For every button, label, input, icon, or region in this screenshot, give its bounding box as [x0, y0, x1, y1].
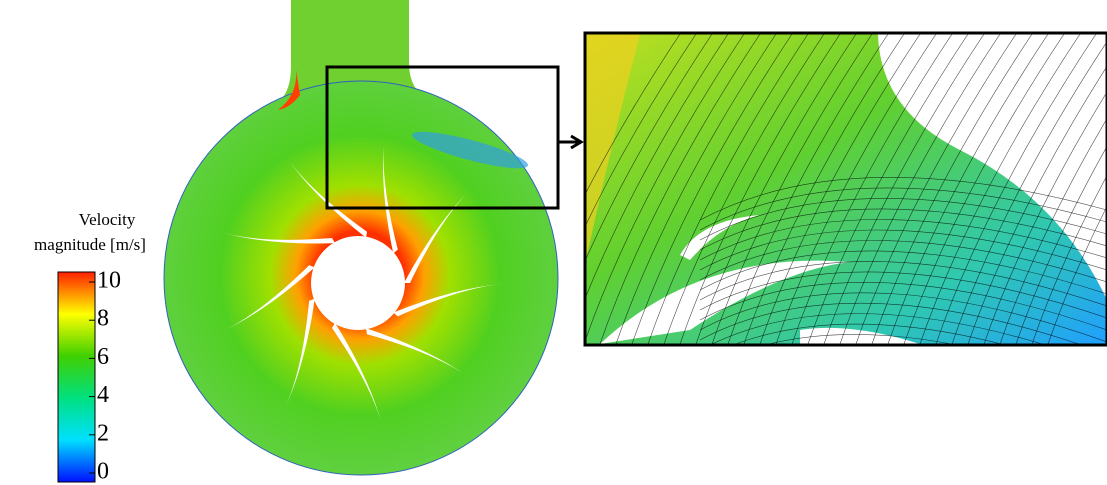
streamline [855, 34, 1017, 344]
streamline [699, 292, 1107, 343]
streamline [743, 34, 905, 344]
streamline [1047, 205, 1107, 344]
blades [220, 139, 504, 427]
streamline [871, 34, 1033, 344]
streamline [699, 282, 1107, 331]
streamline [935, 34, 1097, 344]
colorbar-scale [57, 271, 96, 483]
streamline [699, 271, 1107, 319]
streamline [586, 34, 713, 260]
streamline [807, 34, 969, 344]
streamline [1015, 145, 1107, 344]
blade [220, 265, 315, 333]
streamline [586, 34, 681, 194]
streamline [679, 34, 841, 344]
hot-spot [278, 70, 300, 110]
colorbar-tick-label: 8 [97, 306, 109, 332]
streamline [700, 355, 1107, 414]
streamline [727, 34, 889, 344]
streamline [695, 34, 857, 344]
streamline [631, 34, 793, 344]
zoom-frame [583, 31, 1107, 347]
blade-tip [680, 215, 760, 260]
streamline [711, 34, 873, 344]
streamline [699, 229, 1107, 271]
blade [284, 298, 315, 409]
streamline [699, 177, 1107, 221]
streamlines [586, 34, 1107, 414]
arrow-head [570, 134, 584, 150]
colorbar: Velocity magnitude [m/s] 0 2 4 6 8 10 [34, 210, 146, 485]
low-velocity-zone [411, 131, 529, 169]
colorbar-tick-label: 2 [97, 420, 109, 446]
zoom-panel [586, 34, 1107, 414]
colorbar-title: magnitude [m/s] [34, 235, 146, 254]
blade-edge [800, 327, 920, 344]
blade [221, 232, 335, 244]
streamline [700, 345, 1107, 402]
streamline [586, 34, 697, 226]
streamline [768, 334, 953, 344]
streamline [699, 198, 1107, 241]
streamline [586, 34, 729, 298]
pump-contour [163, 0, 559, 476]
streamline [699, 250, 1107, 295]
streamline [791, 34, 953, 344]
streamline [983, 91, 1107, 344]
blade [332, 322, 383, 427]
colorbar-tick-label: 0 [97, 459, 109, 485]
streamline [699, 261, 1107, 307]
blade [393, 283, 504, 317]
streamline [967, 65, 1107, 344]
blade [285, 156, 368, 238]
blade [382, 139, 398, 254]
streamline [699, 240, 1107, 283]
blade [404, 190, 470, 283]
streamline [663, 34, 825, 344]
warm-region [586, 34, 640, 260]
streamline [999, 118, 1107, 344]
blade [365, 328, 470, 378]
streamline [903, 34, 1065, 344]
streamline [699, 208, 1107, 251]
streamline [615, 34, 777, 344]
streamline [951, 41, 1107, 344]
streamline [699, 187, 1107, 231]
streamline [759, 34, 921, 344]
streamline [823, 34, 985, 344]
streamline [839, 34, 1001, 344]
colorbar-tick-label: 6 [97, 344, 109, 370]
streamline [775, 34, 937, 344]
streamline [735, 323, 1002, 344]
streamline [1031, 174, 1107, 344]
streamline [586, 34, 745, 340]
colorbar-tick-label: 4 [97, 382, 109, 408]
wall-region [878, 34, 1107, 300]
zoom-box [325, 65, 560, 210]
colorbar-title: Velocity [79, 210, 136, 229]
streamline [647, 34, 809, 344]
colorbar-tick-label: 10 [97, 268, 121, 294]
streamline [699, 302, 1080, 344]
streamline [711, 313, 1043, 344]
streamline [599, 34, 761, 344]
blade-section [600, 260, 850, 344]
hub [311, 236, 405, 330]
streamline [699, 219, 1107, 261]
streamline [919, 34, 1081, 344]
streamline [887, 34, 1049, 344]
